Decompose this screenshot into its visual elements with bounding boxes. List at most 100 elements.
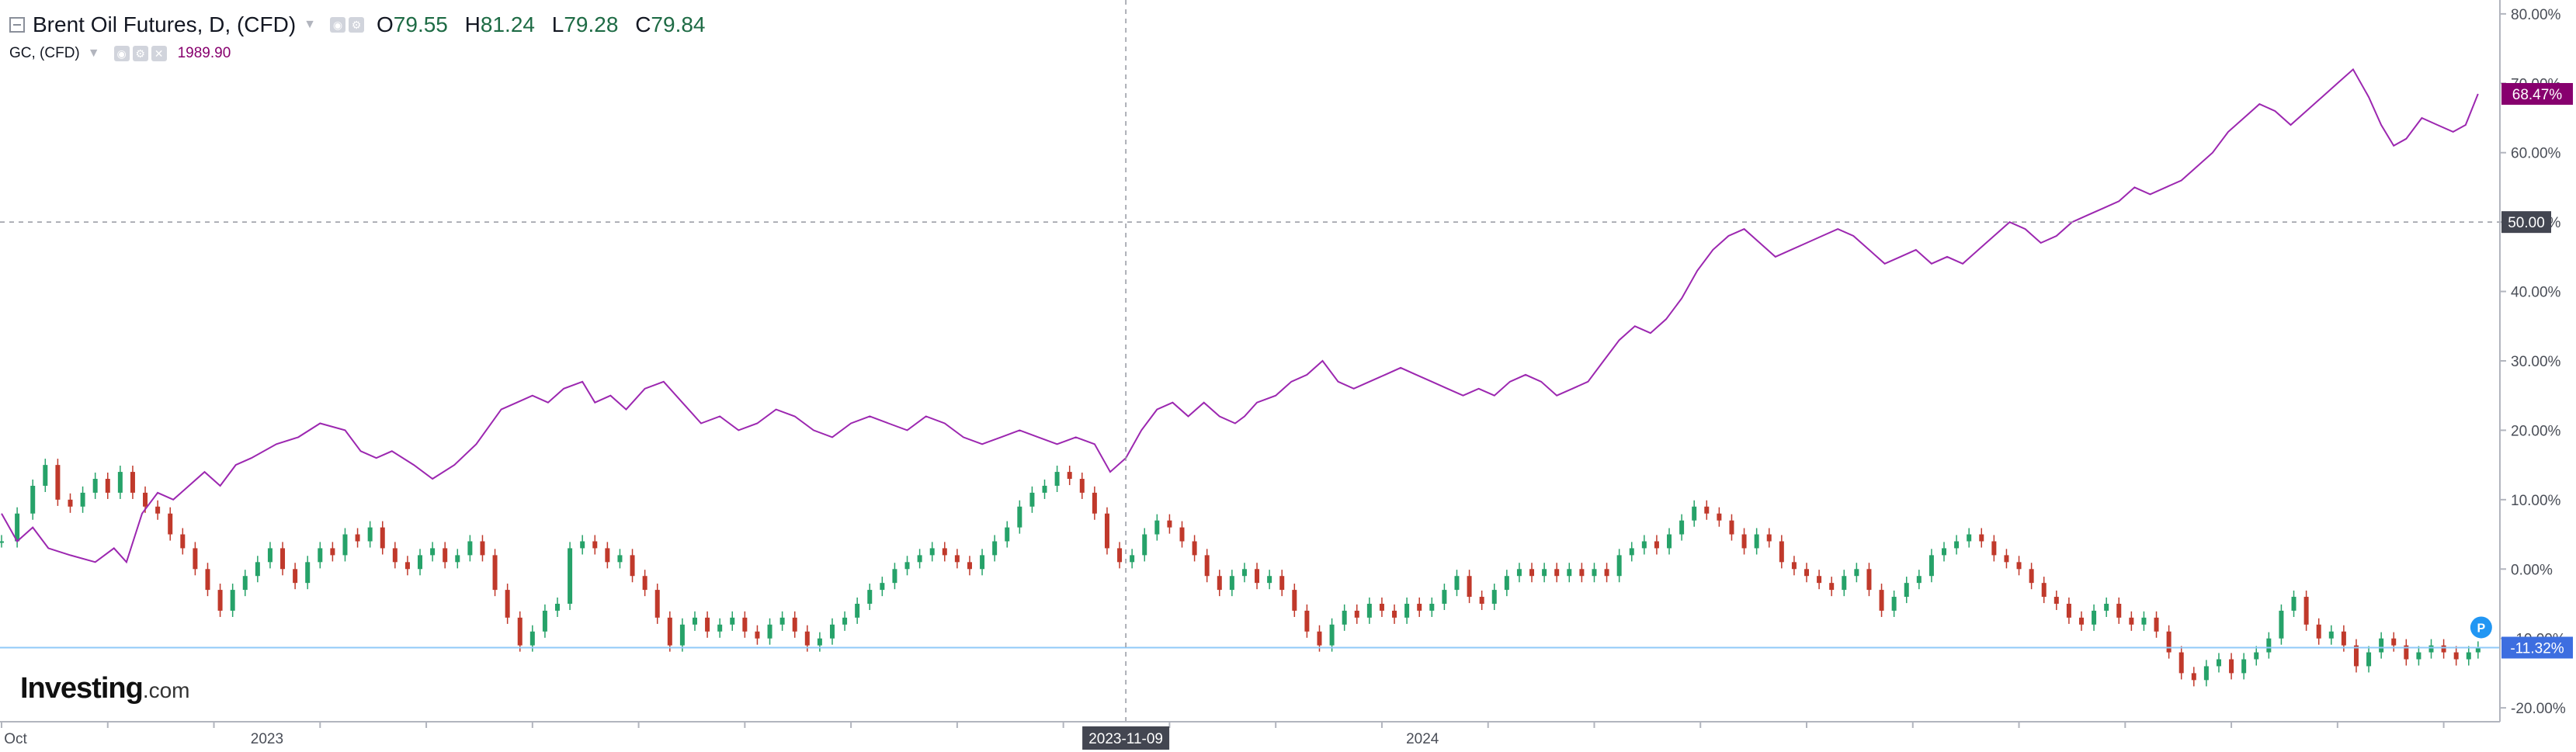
candle-body: [755, 631, 760, 639]
candle-body: [1729, 520, 1734, 535]
candle: [2453, 646, 2459, 666]
candle-body: [105, 479, 110, 493]
candle-body: [0, 541, 4, 543]
chevron-down-icon[interactable]: ▼: [87, 47, 100, 60]
candle-body: [305, 562, 311, 584]
candle: [1904, 577, 1909, 604]
chevron-down-icon[interactable]: ▼: [304, 18, 317, 31]
collapse-icon[interactable]: [9, 17, 25, 33]
candle-body: [1717, 513, 1722, 521]
candle: [1641, 535, 1647, 555]
candle-body: [942, 548, 947, 556]
candle: [492, 549, 498, 597]
candle: [2191, 667, 2196, 687]
candle-body: [2416, 652, 2422, 660]
candle: [2129, 611, 2134, 631]
candle-body: [1366, 603, 1372, 618]
candle-body: [1255, 569, 1260, 584]
candle: [2054, 590, 2059, 611]
visibility-icon[interactable]: ◉: [113, 46, 130, 61]
candle-body: [2054, 597, 2059, 604]
candle: [480, 535, 485, 562]
open-value: 79.55: [393, 12, 448, 36]
candle: [2029, 563, 2034, 590]
candle-body: [829, 624, 835, 639]
candle-body: [1117, 548, 1123, 563]
visibility-icon[interactable]: ◉: [330, 17, 346, 33]
candle-body: [1229, 576, 1234, 591]
candle: [605, 542, 610, 569]
candle: [1192, 535, 1197, 562]
candle: [630, 549, 635, 583]
candle: [180, 528, 186, 555]
candle: [580, 535, 585, 555]
candle: [617, 549, 623, 569]
candle-body: [568, 548, 573, 604]
main-symbol-title[interactable]: Brent Oil Futures, D, (CFD): [33, 12, 297, 36]
candle-body: [2241, 659, 2247, 674]
candle: [892, 563, 897, 590]
candle: [1879, 584, 1884, 617]
settings-icon[interactable]: ⚙: [132, 46, 148, 61]
time-axis[interactable]: Oct 2023 2024: [0, 721, 2500, 747]
candle: [2379, 632, 2384, 659]
candle: [568, 542, 573, 611]
candle: [1804, 563, 1810, 583]
candle-body: [392, 548, 398, 563]
candle-body: [679, 624, 685, 646]
candle-body: [2254, 652, 2259, 660]
candle-body: [2291, 597, 2297, 611]
candle-body: [705, 617, 710, 632]
candle-body: [1916, 576, 1922, 584]
candle: [1654, 535, 1659, 555]
candle: [1167, 514, 1172, 534]
candle-body: [1879, 590, 1884, 611]
candle-body: [293, 569, 298, 584]
candle: [1717, 507, 1722, 527]
candle: [43, 459, 48, 493]
candle: [1304, 604, 1310, 638]
logo-main: Investing: [20, 672, 144, 705]
candle: [1092, 486, 1097, 520]
candle: [293, 563, 298, 590]
candle: [267, 542, 273, 569]
candle-body: [1592, 569, 1597, 577]
candle: [1354, 604, 1359, 624]
candle-body: [143, 492, 148, 507]
candle-body: [2316, 624, 2321, 639]
candle-body: [1079, 479, 1085, 493]
investing-logo: Investing.com: [20, 672, 190, 705]
candle: [992, 535, 998, 562]
candle: [205, 563, 210, 597]
candle-body: [1429, 603, 1435, 611]
candle-body: [2041, 583, 2047, 598]
candle-body: [1667, 534, 1672, 549]
settings-icon[interactable]: ⚙: [349, 17, 365, 33]
candle: [1842, 570, 1847, 597]
candle-body: [2328, 631, 2334, 639]
y-tick-label: -20.00%: [2511, 701, 2566, 717]
candle-body: [1167, 520, 1172, 528]
candle-body: [117, 472, 123, 493]
close-icon[interactable]: ✕: [151, 46, 167, 61]
candle: [1817, 570, 1822, 590]
crosshair-date-label: 2023-11-09: [1088, 731, 1163, 747]
candle-body: [2279, 610, 2284, 639]
candle: [105, 472, 110, 499]
candle: [1967, 528, 1972, 548]
compare-symbol-title[interactable]: GC, (CFD): [9, 45, 80, 61]
y-tick-label: 40.00%: [2511, 285, 2561, 301]
candle: [980, 549, 985, 576]
candle: [392, 542, 398, 569]
candle-body: [55, 465, 61, 500]
candle: [1979, 528, 1984, 548]
candle-body: [342, 534, 348, 556]
candle-body: [742, 617, 748, 632]
event-marker-icon[interactable]: [2470, 616, 2492, 639]
x-tick-label: 2024: [1406, 731, 1439, 747]
candle: [1079, 472, 1085, 499]
candle: [2416, 646, 2422, 666]
candle: [829, 618, 835, 645]
candle-body: [1904, 583, 1909, 598]
